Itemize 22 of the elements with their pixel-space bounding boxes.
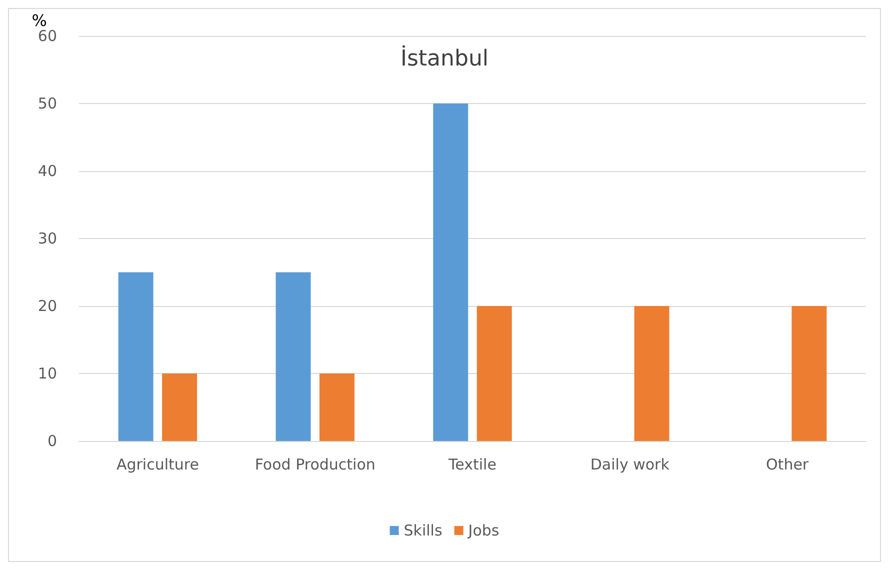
text: İstanbul	[400, 44, 489, 72]
bar	[319, 374, 354, 441]
bar	[162, 374, 198, 441]
bar	[276, 272, 311, 441]
y-tick-label: 0	[47, 432, 57, 450]
bar	[634, 306, 670, 441]
legend-label: Jobs	[467, 522, 500, 540]
y-tick-label: 20	[38, 297, 57, 315]
legend-label: Skills	[404, 522, 442, 540]
bar	[792, 306, 827, 441]
x-tick-label: Textile	[448, 456, 496, 474]
x-tick-label: Food Production	[254, 456, 376, 474]
x-tick-label: Agriculture	[116, 456, 199, 474]
y-tick-label: 30	[38, 230, 57, 248]
x-tick-label: Other	[766, 456, 810, 474]
x-tick-label: Daily work	[590, 456, 670, 474]
bar	[476, 306, 512, 441]
bar	[433, 104, 468, 441]
y-tick-label: 40	[38, 162, 57, 180]
y-tick-label: 10	[38, 364, 57, 382]
bar	[118, 272, 154, 441]
y-tick-label: 50	[38, 94, 57, 112]
